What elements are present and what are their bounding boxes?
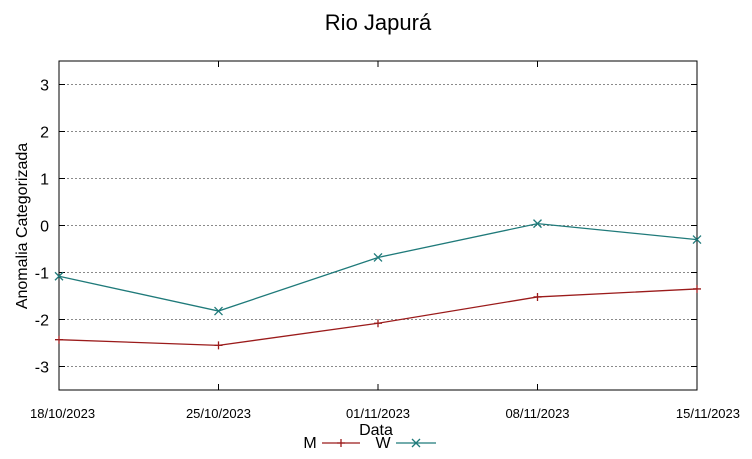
data-point	[692, 235, 702, 245]
y-tick-label: 0	[40, 219, 49, 236]
y-axis-label: Anomalia Categorizada	[14, 143, 31, 309]
data-point	[693, 284, 701, 293]
y-tick-label: 1	[40, 172, 49, 189]
series-M	[55, 284, 701, 350]
data-point	[373, 253, 383, 262]
legend-item: M	[303, 435, 360, 452]
y-tick-label: -3	[35, 360, 49, 377]
y-tick-label: 2	[40, 125, 49, 142]
x-axis-ticks: 18/10/2023 25/10/2023 01/11/2023 08/11/2023…	[30, 61, 740, 421]
x-tick-label: 01/11/2023	[346, 406, 410, 421]
legend-label: W	[375, 435, 391, 452]
y-tick-label: 3	[40, 78, 49, 95]
x-tick-label: 08/11/2023	[505, 406, 569, 421]
y-tick-label: -1	[35, 266, 49, 283]
legend-label: M	[303, 435, 316, 452]
data-point	[533, 292, 542, 301]
data-point	[533, 219, 542, 229]
series-group	[54, 219, 702, 350]
x-tick-label: 15/11/2023	[676, 406, 740, 421]
legend-marker	[337, 439, 345, 447]
series-line	[58, 222, 698, 312]
x-tick-label: 25/10/2023	[186, 406, 251, 421]
x-axis-label: Data	[359, 422, 393, 439]
chart-title: Rio Japurá	[325, 10, 432, 35]
y-tick-label: -2	[35, 313, 49, 330]
y-axis-ticks: 3 2 1 0 -1 -2 -3	[35, 78, 697, 377]
x-tick-label: 18/10/2023	[30, 406, 95, 421]
data-point	[214, 306, 223, 316]
series-W	[54, 219, 702, 316]
plot-frame	[58, 60, 698, 391]
legend-marker	[411, 438, 421, 448]
data-point	[214, 341, 223, 350]
legend-item: W	[375, 435, 436, 452]
data-point	[374, 319, 382, 328]
data-point	[54, 271, 64, 281]
data-point	[55, 335, 63, 344]
